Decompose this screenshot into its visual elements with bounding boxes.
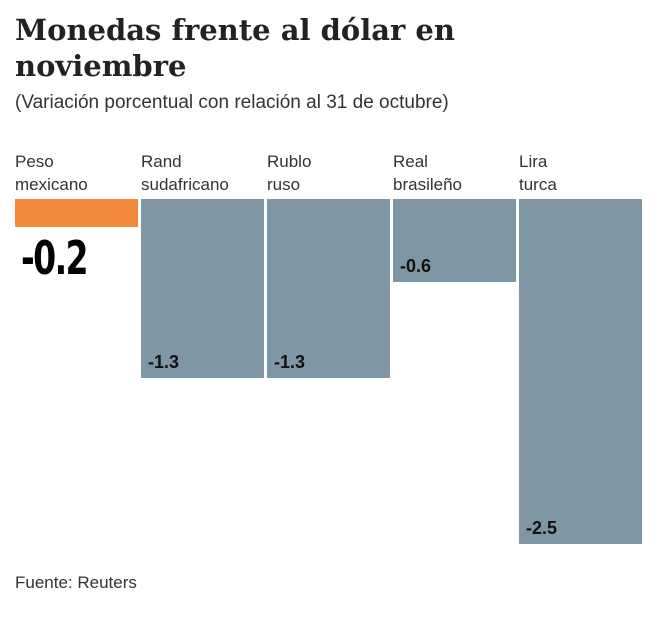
value-label: -1.3 <box>148 352 180 373</box>
value-label: -0.2 <box>21 230 89 285</box>
x-tick-label: Lira turca <box>519 152 557 194</box>
x-tick-label: Peso mexicano <box>15 152 88 194</box>
bar <box>15 199 138 227</box>
bar <box>141 199 264 379</box>
chart-title: Monedas frente al dólar en noviembre <box>15 13 455 83</box>
value-label: -2.5 <box>526 518 558 538</box>
x-tick-label: Rand sudafricano <box>141 152 229 194</box>
bar <box>393 199 516 282</box>
bar <box>267 199 390 379</box>
value-label: -1.3 <box>274 352 306 373</box>
x-tick-label: Real brasileño <box>393 152 462 194</box>
x-tick-label: Rublo ruso <box>267 152 312 194</box>
bar <box>519 199 642 544</box>
chart-subtitle: (Variación porcentual con relación al 31… <box>15 92 449 113</box>
value-label: -0.6 <box>400 255 432 276</box>
source-note: Fuente: Reuters <box>15 573 137 592</box>
